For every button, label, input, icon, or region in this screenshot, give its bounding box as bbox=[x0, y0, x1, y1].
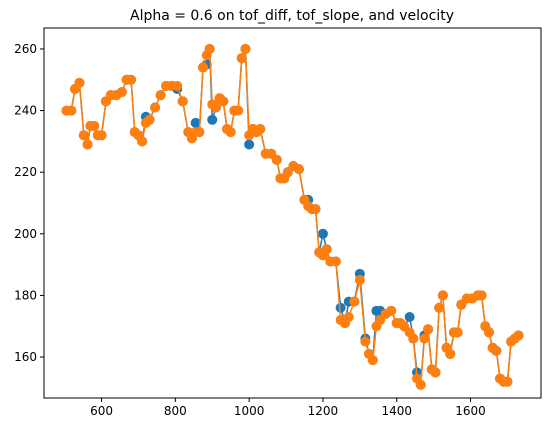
point bbox=[144, 114, 155, 125]
point bbox=[415, 379, 426, 390]
point bbox=[437, 290, 448, 301]
point bbox=[360, 336, 371, 347]
y-tick-label: 180 bbox=[14, 288, 37, 302]
point bbox=[354, 275, 365, 286]
point bbox=[445, 348, 456, 359]
point bbox=[386, 305, 397, 316]
point bbox=[335, 302, 346, 313]
point bbox=[225, 127, 236, 138]
point bbox=[96, 130, 107, 141]
point bbox=[310, 204, 321, 215]
point bbox=[491, 345, 502, 356]
point bbox=[155, 90, 166, 101]
x-tick-label: 1400 bbox=[381, 404, 412, 418]
point bbox=[137, 136, 148, 147]
plot-frame bbox=[43, 27, 542, 399]
point bbox=[210, 102, 221, 113]
point bbox=[244, 139, 255, 150]
point bbox=[408, 333, 419, 344]
x-tick-label: 600 bbox=[90, 404, 113, 418]
point bbox=[233, 105, 244, 116]
point bbox=[89, 120, 100, 131]
point bbox=[126, 74, 137, 85]
y-tick-label: 160 bbox=[14, 350, 37, 364]
x-tick-label: 1600 bbox=[455, 404, 486, 418]
point bbox=[236, 53, 247, 64]
point bbox=[419, 333, 430, 344]
point bbox=[502, 376, 513, 387]
point bbox=[240, 43, 251, 54]
point bbox=[367, 355, 378, 366]
point bbox=[476, 290, 487, 301]
point bbox=[78, 130, 89, 141]
point bbox=[150, 102, 161, 113]
point bbox=[330, 256, 341, 267]
point bbox=[190, 117, 201, 128]
point bbox=[321, 244, 332, 255]
point bbox=[66, 105, 77, 116]
point bbox=[430, 367, 441, 378]
point bbox=[317, 228, 328, 239]
y-tick-label: 260 bbox=[14, 42, 37, 56]
y-tick-label: 200 bbox=[14, 227, 37, 241]
point bbox=[434, 302, 445, 313]
point bbox=[204, 43, 215, 54]
point bbox=[452, 327, 463, 338]
chart-title: Alpha = 0.6 on tof_diff, tof_slope, and … bbox=[130, 8, 454, 24]
point bbox=[404, 311, 415, 322]
point bbox=[207, 114, 218, 125]
point bbox=[172, 80, 183, 91]
point bbox=[82, 139, 93, 150]
point bbox=[194, 127, 205, 138]
x-tick-label: 1200 bbox=[308, 404, 339, 418]
x-tick-label: 1000 bbox=[234, 404, 265, 418]
y-tick-label: 240 bbox=[14, 104, 37, 118]
point bbox=[293, 164, 304, 175]
x-tick-label: 800 bbox=[164, 404, 187, 418]
point bbox=[349, 296, 360, 307]
y-tick-label: 220 bbox=[14, 165, 37, 179]
point bbox=[177, 96, 188, 107]
point bbox=[513, 330, 524, 341]
point bbox=[218, 96, 229, 107]
point bbox=[483, 327, 494, 338]
point bbox=[74, 77, 85, 88]
point bbox=[198, 62, 209, 73]
point bbox=[255, 124, 266, 135]
point bbox=[271, 154, 282, 165]
point bbox=[343, 311, 354, 322]
point bbox=[116, 87, 127, 98]
point bbox=[423, 324, 434, 335]
